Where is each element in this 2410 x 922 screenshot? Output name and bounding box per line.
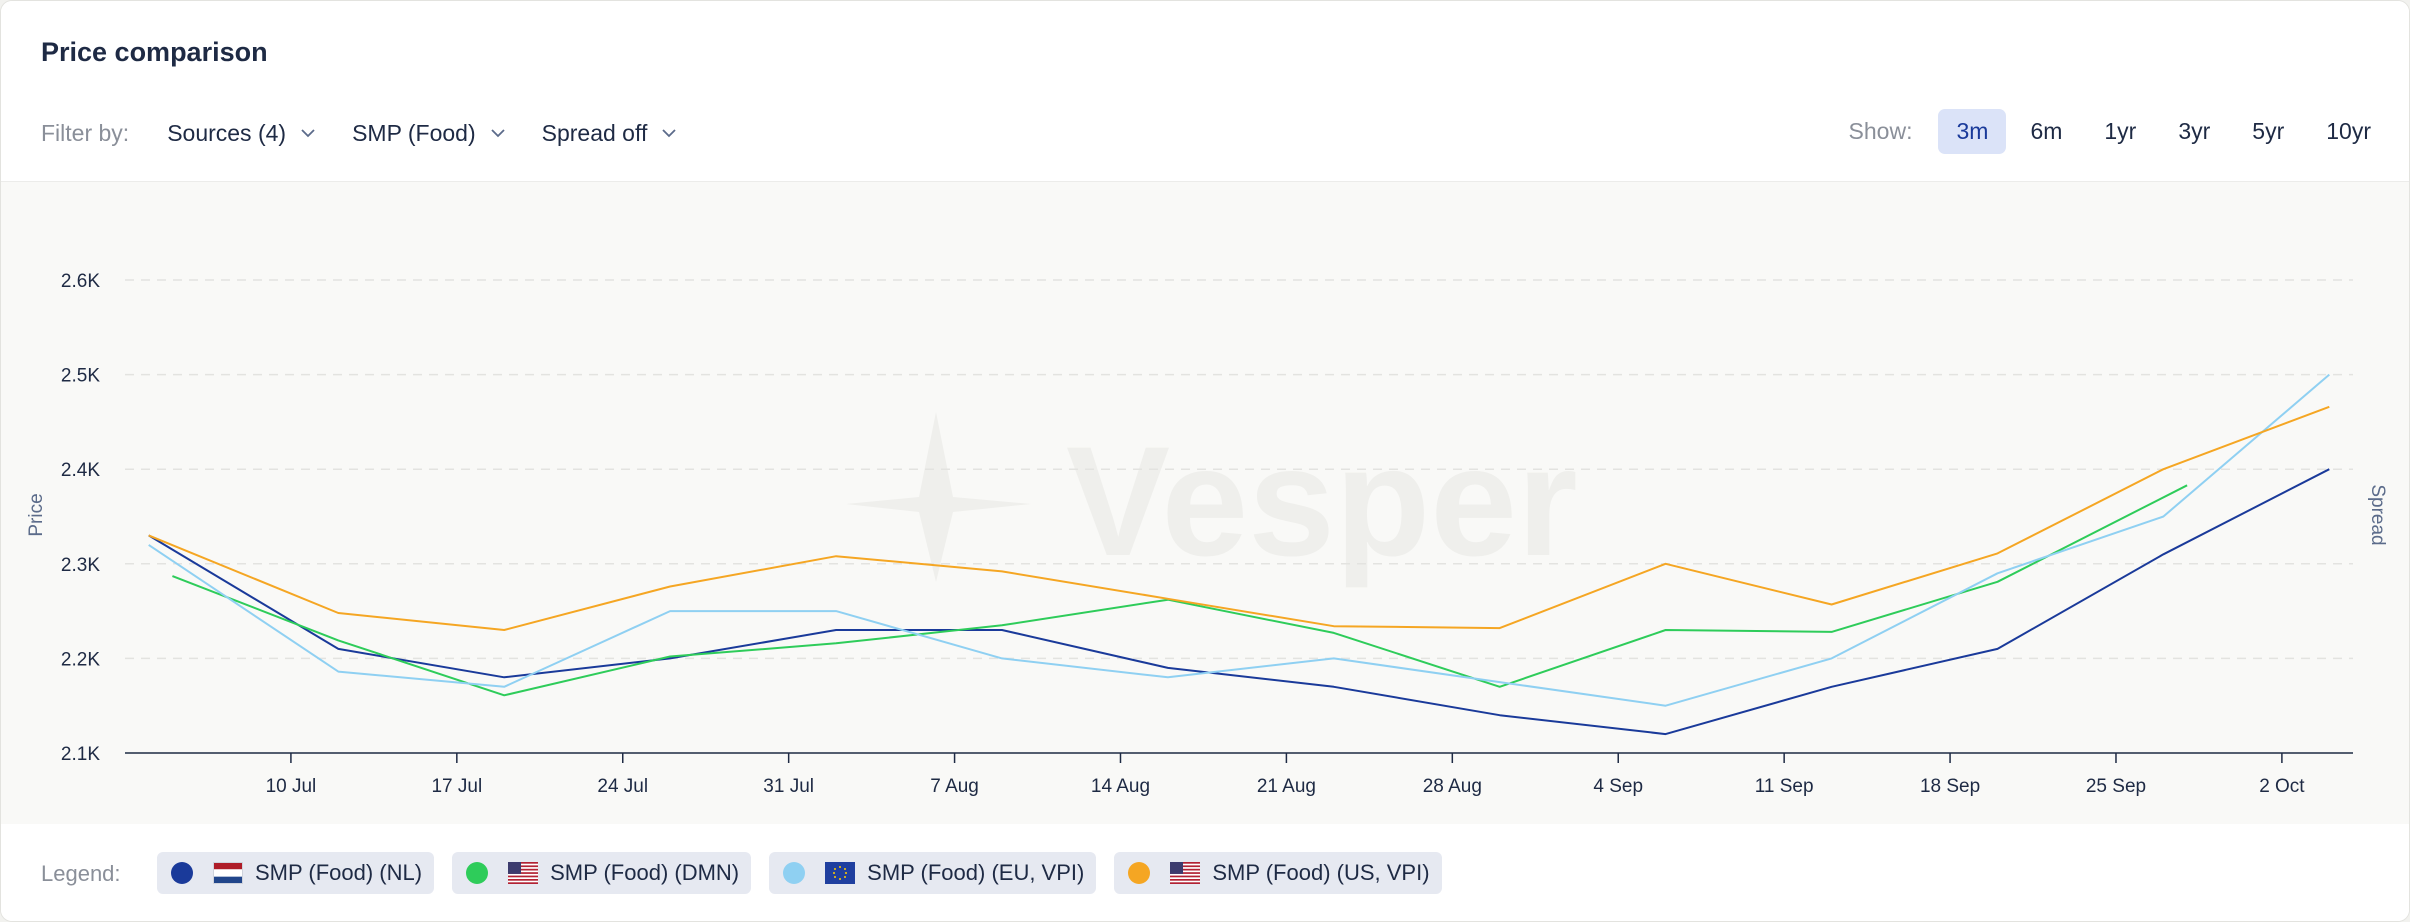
filter-product-dropdown[interactable]: SMP (Food) [352,120,506,147]
series-color-dot [466,862,489,884]
y-tick-label: 2.6K [61,271,100,292]
range-10yr-button[interactable]: 10yr [2326,118,2371,144]
filter-label: Filter by: [41,119,130,146]
eu-flag-icon [825,862,856,884]
page-title: Price comparison [41,37,268,67]
range-3yr-button[interactable]: 3yr [2178,118,2211,144]
us-flag-icon [1170,862,1201,884]
chart-area[interactable]: Vesper 2.1K 2.2K 2.3K 2.4K 2.5K 2.6K 10 Jul 17… [1,181,2409,825]
legend-item-label: SMP (Food) (DMN) [550,860,740,885]
filter-sources-dropdown[interactable]: Sources (4) [167,120,316,147]
y-tick-label: 2.5K [61,366,100,387]
x-tick-label: 2 Oct [2259,776,2305,797]
x-tick-label: 31 Jul [763,776,814,797]
y-tick-label: 2.1K [61,744,100,765]
legend-item-label: SMP (Food) (EU, VPI) [867,860,1085,885]
legend: Legend: SMP (Food) (NL) [1,824,2409,921]
y-tick-label: 2.2K [61,649,100,670]
netherlands-flag-icon [213,862,243,884]
filter-sources-label: Sources (4) [167,119,287,146]
legend-item-nl[interactable]: SMP (Food) (NL) [157,852,435,894]
watermark: Vesper [846,412,1578,589]
range-selector: Show: 3m 6m 1yr 3yr 5yr 10yr [1849,109,2389,154]
legend-item-dmn[interactable]: SMP (Food) (DMN) [452,852,752,894]
filter-bar: Filter by: Sources (4) SMP (Food) Spread… [41,113,713,153]
watermark-star-icon [846,412,1031,582]
y-tick-label: 2.4K [61,460,100,481]
y2-axis-title: Spread [2367,484,2388,545]
y-tick-label: 2.3K [61,555,100,576]
series-line-4[interactable] [148,405,2330,631]
x-axis: 10 Jul 17 Jul 24 Jul 31 Jul 7 Aug 14 Aug 21 Au… [125,752,2353,797]
gridlines [125,279,2353,660]
x-tick-label: 11 Sep [1755,776,1814,797]
x-tick-label: 10 Jul [266,776,317,797]
series-line-3[interactable] [148,373,2330,707]
legend-item-label: SMP (Food) (NL) [255,860,423,885]
x-tick-label: 18 Sep [1920,776,1980,797]
y-axis-title: Price [26,493,47,536]
range-6m-button[interactable]: 6m [2030,118,2063,144]
x-tick-label: 7 Aug [930,776,979,797]
x-tick-label: 25 Sep [2086,776,2146,797]
series-color-dot [783,862,806,884]
range-3m-button[interactable]: 3m [1938,109,2007,154]
series-color-dot [171,862,193,884]
filter-spread-dropdown[interactable]: Spread off [542,120,678,147]
legend-item-us-vpi[interactable]: SMP (Food) (US, VPI) [1114,852,1442,894]
x-tick-label: 28 Aug [1423,776,1482,797]
range-5yr-button[interactable]: 5yr [2252,118,2285,144]
y-axis: 2.1K 2.2K 2.3K 2.4K 2.5K 2.6K [61,271,100,765]
x-tick-label: 21 Aug [1257,776,1316,797]
chevron-down-icon [490,129,505,138]
chevron-down-icon [662,129,676,138]
series-color-dot [1128,862,1151,884]
filter-spread-label: Spread off [541,119,648,146]
legend-label: Legend: [41,861,121,886]
watermark-text: Vesper [1066,415,1578,589]
card-header: Price comparison Filter by: Sources (4) … [1,1,2409,181]
series-lines [148,373,2330,736]
us-flag-icon [508,862,539,884]
chevron-down-icon [301,129,315,138]
x-tick-label: 4 Sep [1593,776,1643,797]
x-tick-label: 17 Jul [431,776,482,797]
legend-items: SMP (Food) (NL) SMP (Food) (DMN) [157,852,1460,894]
show-label: Show: [1848,118,1913,144]
filter-product-label: SMP (Food) [352,119,476,146]
line-chart[interactable]: Vesper 2.1K 2.2K 2.3K 2.4K 2.5K 2.6K 10 Jul 17… [1,182,2409,824]
range-1yr-button[interactable]: 1yr [2104,118,2137,144]
x-tick-label: 14 Aug [1091,776,1150,797]
x-tick-label: 24 Jul [597,776,648,797]
legend-item-eu-vpi[interactable]: SMP (Food) (EU, VPI) [769,852,1097,894]
legend-item-label: SMP (Food) (US, VPI) [1212,860,1430,885]
